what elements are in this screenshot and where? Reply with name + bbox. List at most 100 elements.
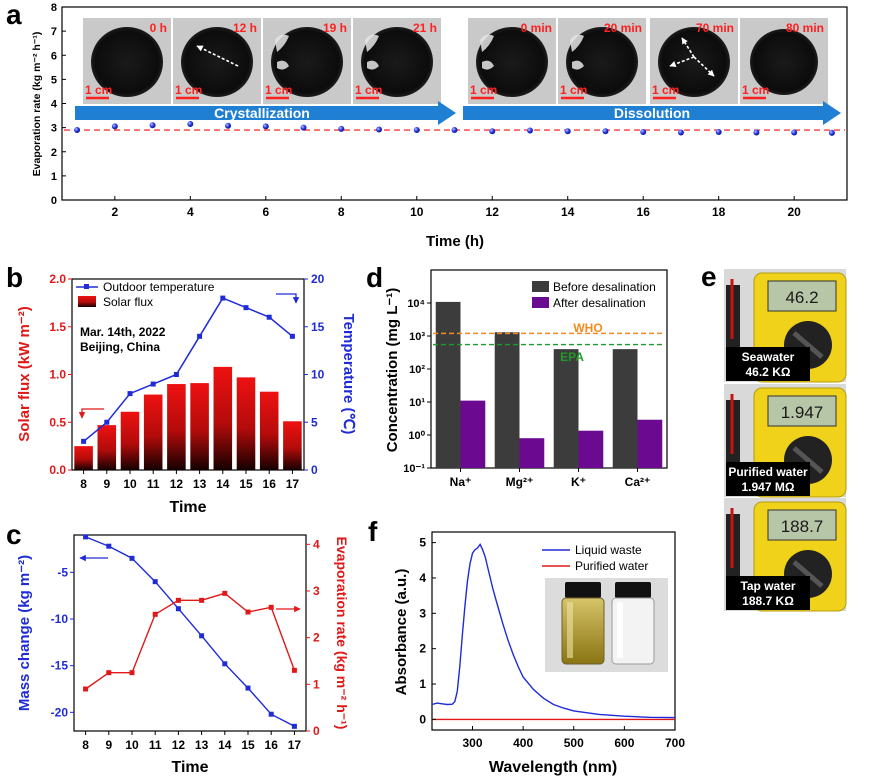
evaporation-rate-points: [83, 590, 297, 692]
y-ticks-d: 10⁻¹ 10⁰ 10¹ 10² 10³ 10⁴: [403, 298, 431, 475]
x-tick-label-b-7: 15: [239, 477, 253, 491]
meter-knob-1: [792, 446, 824, 474]
panel-b: b 8 9 10 11 12 13 14 15 16 17 0.0 0.5 1.0 1.5 2.0 0 5 1…: [6, 262, 357, 516]
epa-label: EPA: [560, 350, 584, 364]
mass-point-4: [175, 606, 181, 612]
dissolve-arrow-2: [681, 37, 695, 58]
x-axis-label-f: Wavelength (nm): [489, 759, 617, 776]
y-tick-label-c-3: -15: [51, 659, 69, 673]
y2-tick-label-c-3: 3: [313, 584, 320, 598]
before-bar-0: [435, 301, 461, 468]
x-ticks-f: 300 400 500 600 700: [462, 726, 685, 750]
evap-point-13: [564, 128, 571, 135]
solar-bar-6: [213, 366, 233, 470]
mass-point-7: [245, 685, 251, 691]
solar-bar-8: [259, 391, 279, 470]
mass-point-1: [106, 543, 112, 549]
legend-swatch-solar: [78, 296, 96, 307]
solar-bar-0: [74, 446, 93, 470]
evap-rate-point-3: [152, 611, 158, 617]
panel-f: f Liquid waste Purified water 300 400 500 6…: [368, 516, 685, 776]
evap-point-0: [74, 127, 81, 134]
x-axis-label-a: Time (h): [426, 233, 484, 250]
y2-tick-label-b-3: 15: [311, 320, 325, 334]
y-tick-label-a-3: 3: [51, 123, 57, 135]
evap-rate-point-2: [129, 670, 135, 676]
evap-point-19: [791, 129, 798, 136]
scale-bar-text-4: 1 cm: [470, 83, 497, 97]
y2-axis-label-c: Evaporation rate (kg m⁻² h⁻¹): [334, 537, 350, 730]
panel-letter-e: e: [701, 261, 717, 292]
after-bar-3: [637, 419, 663, 468]
evap-point-5: [262, 123, 269, 130]
scale-bar-text-3: 1 cm: [355, 83, 382, 97]
scale-bar-text-6: 1 cm: [652, 83, 679, 97]
vial-cap-left: [565, 582, 601, 598]
evap-point-9: [413, 127, 420, 134]
evap-rate-point-0: [83, 686, 89, 692]
sample-disc-2: [271, 27, 343, 97]
y-tick-label-a-6: 6: [51, 50, 57, 62]
y-tick-label-d-1: 10⁰: [408, 430, 425, 442]
evaporation-rate-line: [85, 592, 296, 690]
x-tick-label-c-8: 16: [265, 738, 279, 752]
scale-bar-text-5: 1 cm: [560, 83, 587, 97]
evap-point-10: [451, 127, 458, 134]
y2-tick-label-c-1: 1: [313, 677, 320, 691]
evap-point-6: [300, 124, 307, 131]
temp-point-1: [104, 419, 110, 425]
meter-value-1: 1.947 MΩ: [742, 480, 795, 494]
mass-point-2: [129, 555, 135, 561]
meter-knob-0: [792, 331, 824, 359]
x-axis-label-c: Time: [171, 759, 208, 776]
evap-rate-point-6: [222, 590, 228, 596]
legend-label-temperature: Outdoor temperature: [103, 280, 215, 294]
y-tick-label-b-3: 1.5: [49, 320, 66, 334]
y-tick-label-a-1: 1: [51, 171, 57, 183]
evap-rate-point-9: [291, 667, 297, 673]
dissolution-label: Dissolution: [614, 105, 690, 121]
y2-tick-label-b-0: 0: [311, 463, 318, 477]
evap-point-7: [338, 125, 345, 132]
mass-point-8: [268, 711, 274, 717]
photo-strip: 0 h 1 cm 12 h 1 cm 19 h 1 cm 21 h 1 cm 0 min 1 cm…: [83, 18, 828, 104]
y-axis-label-c: Mass change (kg m⁻²): [16, 555, 33, 711]
evap-point-3: [187, 121, 194, 128]
y-tick-label-c-4: -20: [51, 705, 69, 719]
temp-point-2: [127, 391, 133, 397]
sample-disc-4: [476, 27, 548, 97]
crystallization-label: Crystallization: [214, 105, 310, 121]
y2-tick-label-b-2: 10: [311, 368, 325, 382]
photo-label-6: 70 min: [696, 21, 734, 35]
evap-rate-point-5: [199, 597, 205, 603]
photo-label-4: 0 min: [521, 21, 552, 35]
meter-value-0: 46.2 KΩ: [746, 365, 791, 379]
y-tick-label-d-4: 10³: [409, 331, 425, 343]
mass-change-line: [85, 536, 295, 727]
x-tick-label-b-9: 17: [286, 477, 300, 491]
x-tick-label-c-2: 10: [125, 738, 139, 752]
meter-reading-2: 188.7: [781, 517, 824, 536]
panel-letter-f: f: [368, 516, 378, 547]
sample-disc-5: [566, 27, 638, 97]
solar-bar-4: [167, 384, 186, 470]
y2-tick-label-c-4: 4: [313, 537, 320, 551]
meter-value-2: 188.7 KΩ: [742, 594, 794, 608]
process-arrows: Crystallization Dissolution: [75, 101, 841, 125]
evap-point-18: [753, 129, 760, 136]
temp-point-6: [220, 295, 226, 301]
evap-rate-point-7: [245, 609, 251, 615]
meter-sample-1: Purified water: [728, 465, 808, 479]
temp-point-4: [173, 372, 179, 377]
x-tick-label-c-7: 15: [241, 738, 255, 752]
legend-b: Outdoor temperature Solar flux: [76, 280, 215, 309]
mass-point-5: [199, 633, 205, 639]
meter-sample-0: Seawater: [742, 350, 795, 364]
y-axis-label-a: Evaporation rate (kg m⁻² h⁻¹): [31, 32, 43, 177]
sample-disc-6: [658, 27, 730, 97]
mass-point-0: [83, 534, 89, 540]
x-tick-label-c-1: 9: [105, 738, 112, 752]
x-tick-label-d-0: Na⁺: [450, 475, 472, 489]
right-axis-arrow-b: [276, 293, 300, 304]
